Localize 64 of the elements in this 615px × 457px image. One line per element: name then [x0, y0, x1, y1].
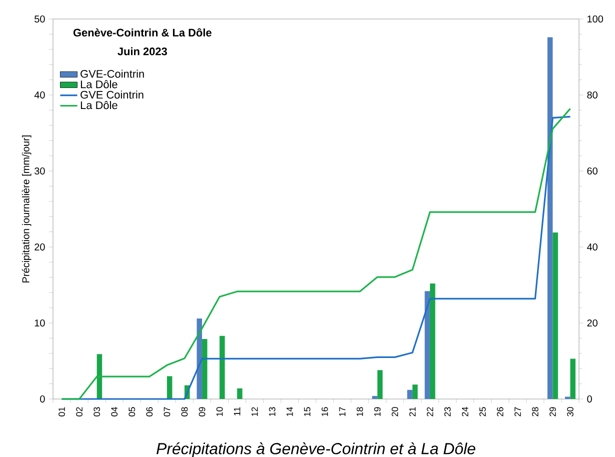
- bar: [412, 384, 418, 399]
- x-tick-label: 06: [146, 407, 153, 416]
- x-tick-label: 10: [216, 407, 223, 416]
- x-tick-label: 07: [164, 407, 170, 416]
- x-tick-label: 15: [304, 407, 310, 416]
- y2-tick-label: 100: [588, 15, 604, 23]
- bar: [202, 338, 208, 399]
- bar: [407, 390, 412, 399]
- text: Juin 2023: [118, 47, 167, 56]
- x-tick-label: 18: [356, 407, 364, 416]
- x-tick-label: 25: [479, 407, 486, 416]
- y-tick-label: 0: [40, 395, 45, 403]
- bar: [166, 376, 172, 399]
- x-tick-label: 02: [76, 407, 82, 416]
- text: Précipitations à Genève-Cointrin et à La Dôle: [156, 442, 476, 457]
- x-tick-label: 22: [426, 407, 434, 416]
- y-axis-title: Précipitation journalière [mm/jour]: [22, 136, 32, 282]
- x-tick-label: 11: [234, 407, 240, 416]
- bar: [220, 336, 225, 399]
- x-tick-label: 03: [94, 407, 100, 416]
- bar: [96, 354, 102, 399]
- y2-tick-label: 80: [587, 91, 598, 99]
- y2-tick-label: 40: [587, 243, 598, 251]
- text: Genève-Cointrin & La Dôle: [73, 28, 212, 37]
- bar: [552, 232, 558, 399]
- x-tick-label: 01: [58, 407, 65, 416]
- x-tick-label: 17: [339, 407, 346, 416]
- bar: [430, 283, 436, 399]
- x-tick-label: 04: [111, 407, 118, 416]
- x-tick-label: 05: [128, 407, 136, 416]
- legend-label: La Dôle: [80, 101, 118, 110]
- bar: [377, 370, 383, 399]
- y-tick-label: 30: [34, 167, 45, 175]
- x-tick-label: 19: [374, 407, 381, 416]
- x-tick-label: 23: [444, 407, 451, 416]
- x-tick-label: 21: [409, 407, 416, 416]
- bar: [372, 396, 378, 399]
- x-tick-label: 13: [268, 407, 276, 416]
- bar: [237, 388, 242, 399]
- x-tick-label: 28: [532, 407, 538, 416]
- y2-tick-label: 20: [587, 319, 598, 327]
- y-tick-label: 20: [34, 243, 45, 251]
- x-tick-label: 12: [252, 407, 258, 416]
- x-tick-label: 24: [462, 407, 468, 416]
- x-tick-label: 16: [322, 407, 328, 416]
- x-tick-label: 29: [550, 407, 556, 416]
- bar: [424, 291, 430, 399]
- legend-label: La Dôle: [80, 80, 118, 88]
- x-tick-label: 30: [567, 407, 574, 416]
- x-tick-label: 27: [514, 407, 521, 416]
- y-tick-label: 50: [34, 15, 45, 23]
- y-tick-label: 40: [34, 91, 45, 99]
- x-tick-label: 09: [198, 407, 206, 416]
- y-tick-label: 10: [34, 319, 45, 327]
- legend-label: GVE-Cointrin: [80, 70, 144, 78]
- bar: [570, 358, 576, 399]
- x-tick-label: 08: [181, 407, 188, 416]
- y2-tick-label: 0: [587, 395, 592, 403]
- y2-tick-label: 60: [587, 167, 598, 175]
- x-tick-label: 14: [286, 407, 293, 416]
- bar: [547, 37, 553, 399]
- x-tick-label: 26: [496, 407, 504, 416]
- x-tick-label: 20: [392, 407, 398, 416]
- legend-label: GVE Cointrin: [80, 90, 144, 99]
